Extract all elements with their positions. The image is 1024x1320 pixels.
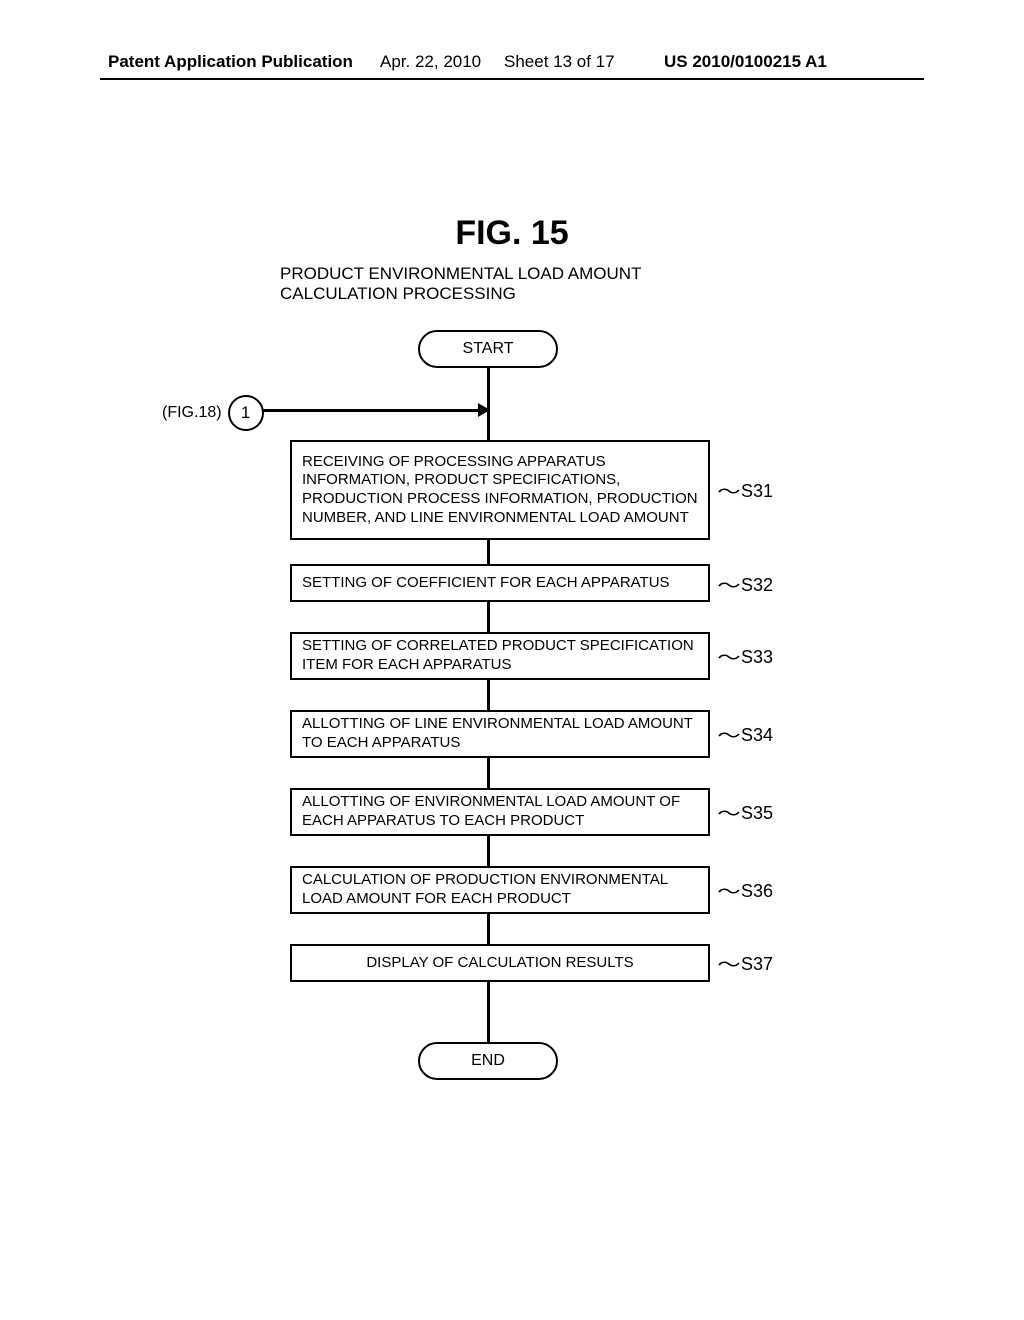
step-s35-text: ALLOTTING OF ENVIRONMENTAL LOAD AMOUNT O…	[302, 793, 698, 831]
connector-circle: 1	[228, 395, 264, 431]
step-label-s32: ～S32	[720, 572, 773, 598]
flow-line	[487, 602, 490, 632]
flowchart-start: START	[418, 330, 558, 368]
flow-line	[487, 914, 490, 944]
step-s34: ALLOTTING OF LINE ENVIRONMENTAL LOAD AMO…	[290, 710, 710, 758]
squiggle-icon: ～	[717, 800, 740, 826]
step-label-s34: ～S34	[720, 722, 773, 748]
header-sheet: Sheet 13 of 17	[504, 52, 615, 72]
step-s36: CALCULATION OF PRODUCTION ENVIRONMENTAL …	[290, 866, 710, 914]
step-s32: SETTING OF COEFFICIENT FOR EACH APPARATU…	[290, 564, 710, 602]
step-label-text-s37: S37	[741, 954, 773, 975]
header-date: Apr. 22, 2010	[380, 52, 481, 72]
step-label-text-s36: S36	[741, 881, 773, 902]
squiggle-icon: ～	[717, 644, 740, 670]
squiggle-icon: ～	[717, 951, 740, 977]
flow-line	[487, 540, 490, 564]
step-label-s31: ～S31	[720, 478, 773, 504]
step-s33-text: SETTING OF CORRELATED PRODUCT SPECIFICAT…	[302, 637, 698, 675]
step-s36-text: CALCULATION OF PRODUCTION ENVIRONMENTAL …	[302, 871, 698, 909]
step-label-text-s32: S32	[741, 575, 773, 596]
step-label-s35: ～S35	[720, 800, 773, 826]
header-publication: Patent Application Publication	[108, 52, 353, 72]
squiggle-icon: ～	[717, 572, 740, 598]
flow-line	[487, 758, 490, 788]
step-s31-text: RECEIVING OF PROCESSING APPARATUS INFORM…	[302, 453, 698, 528]
step-label-s37: ～S37	[720, 951, 773, 977]
step-label-text-s34: S34	[741, 725, 773, 746]
step-s37: DISPLAY OF CALCULATION RESULTS	[290, 944, 710, 982]
squiggle-icon: ～	[717, 878, 740, 904]
step-s35: ALLOTTING OF ENVIRONMENTAL LOAD AMOUNT O…	[290, 788, 710, 836]
header-rule	[100, 78, 924, 80]
connector-ref-text: (FIG.18)	[162, 404, 222, 422]
subtitle-line1: PRODUCT ENVIRONMENTAL LOAD AMOUNT	[280, 264, 641, 283]
step-label-text-s35: S35	[741, 803, 773, 824]
step-s37-text: DISPLAY OF CALCULATION RESULTS	[366, 954, 633, 973]
header-patent-number: US 2010/0100215 A1	[664, 52, 827, 72]
squiggle-icon: ～	[717, 478, 740, 504]
step-s34-text: ALLOTTING OF LINE ENVIRONMENTAL LOAD AMO…	[302, 715, 698, 753]
step-label-text-s33: S33	[741, 647, 773, 668]
connector-reference: (FIG.18) 1	[162, 395, 264, 431]
flow-line	[487, 680, 490, 710]
subtitle-line2: CALCULATION PROCESSING	[280, 284, 516, 303]
arrow-right-icon	[478, 403, 490, 417]
step-s31: RECEIVING OF PROCESSING APPARATUS INFORM…	[290, 440, 710, 540]
flow-line-horizontal	[263, 409, 488, 412]
figure-title: FIG. 15	[0, 214, 1024, 253]
step-s32-text: SETTING OF COEFFICIENT FOR EACH APPARATU…	[302, 574, 670, 593]
step-label-s36: ～S36	[720, 878, 773, 904]
flowchart-end: END	[418, 1042, 558, 1080]
step-s33: SETTING OF CORRELATED PRODUCT SPECIFICAT…	[290, 632, 710, 680]
figure-subtitle: PRODUCT ENVIRONMENTAL LOAD AMOUNT CALCUL…	[280, 264, 641, 305]
step-label-text-s31: S31	[741, 481, 773, 502]
flow-line	[487, 836, 490, 866]
flow-line	[487, 982, 490, 1042]
squiggle-icon: ～	[717, 722, 740, 748]
step-label-s33: ～S33	[720, 644, 773, 670]
